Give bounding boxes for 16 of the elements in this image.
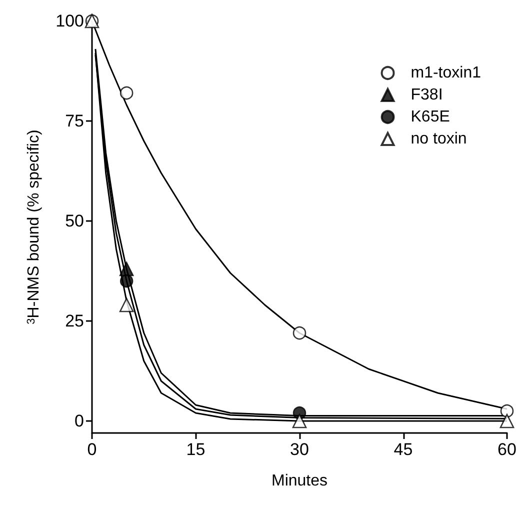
x-tick-label: 0 (87, 440, 97, 459)
x-tick-label: 60 (498, 440, 516, 459)
legend-label: no toxin (410, 130, 467, 148)
y-axis-title: 3H-NMS bound (% specific) (26, 130, 42, 324)
x-tick-label: 15 (186, 440, 206, 459)
legend-label: m1-toxin1 (410, 64, 482, 82)
y-tick-label: 50 (65, 212, 84, 230)
x-tick-label: 30 (290, 440, 309, 459)
legend-label: K65E (410, 108, 450, 126)
legend-label: F38I (410, 86, 443, 104)
y-tick-label: 100 (56, 12, 84, 30)
y-tick-label: 75 (65, 112, 84, 130)
y-tick-label: 25 (65, 312, 84, 330)
x-tick-label: 45 (394, 440, 413, 459)
y-tick-label: 0 (74, 412, 84, 430)
x-axis-title: Minutes (271, 472, 328, 490)
